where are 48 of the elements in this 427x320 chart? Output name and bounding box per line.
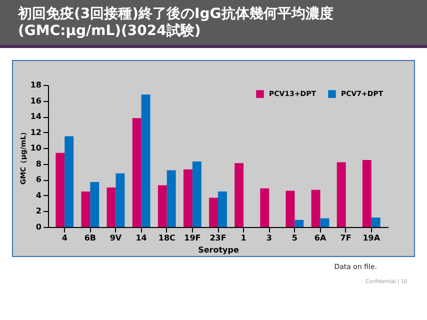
bar bbox=[286, 190, 295, 227]
bar bbox=[132, 118, 142, 227]
bar bbox=[336, 162, 346, 227]
bar bbox=[166, 170, 176, 227]
bar bbox=[56, 152, 65, 227]
bar bbox=[106, 188, 116, 227]
bar bbox=[90, 182, 100, 227]
bar bbox=[294, 220, 304, 227]
bar bbox=[64, 136, 74, 227]
bar bbox=[192, 162, 202, 227]
y-tick-label: 8 bbox=[36, 159, 42, 168]
x-tick-label: 6A bbox=[314, 234, 327, 242]
x-tick-label: 23F bbox=[210, 234, 226, 242]
y-tick-label: 2 bbox=[36, 206, 42, 216]
x-tick-label: 6B bbox=[84, 234, 96, 242]
x-tick-label: 7F bbox=[340, 234, 352, 242]
bar bbox=[362, 160, 372, 227]
bar bbox=[311, 190, 320, 227]
y-tick-label: 0 bbox=[36, 222, 42, 232]
x-tick-label: 19A bbox=[362, 234, 381, 242]
bar bbox=[158, 185, 167, 227]
y-tick-label: 4 bbox=[36, 190, 42, 200]
bar bbox=[141, 94, 150, 227]
x-tick-label: 19F bbox=[184, 234, 201, 242]
x-tick-label: 18C bbox=[158, 234, 176, 242]
bar bbox=[320, 218, 330, 227]
x-tick-label: 1 bbox=[240, 234, 247, 242]
bar bbox=[183, 169, 192, 227]
x-tick-label: 14 bbox=[136, 234, 148, 242]
x-tick-label: 4 bbox=[62, 234, 68, 242]
bar bbox=[218, 192, 227, 227]
bar bbox=[209, 198, 218, 227]
chart-title: 初回免疫(3回接種)終了後のIgG抗体幾何平均濃度 (GMC:μg/mL)(3024試験) bbox=[0, 0, 427, 48]
x-tick-label: 9V bbox=[110, 234, 122, 242]
bar bbox=[260, 188, 270, 227]
x-axis-title: Serotype bbox=[198, 246, 240, 254]
bar bbox=[116, 173, 125, 227]
bar bbox=[81, 192, 90, 227]
x-tick-label: 5 bbox=[292, 234, 298, 242]
bar bbox=[234, 163, 244, 227]
x-tick-label: 3 bbox=[266, 234, 272, 242]
y-tick-label: 16 bbox=[30, 96, 42, 106]
y-tick-label: 18 bbox=[30, 80, 42, 90]
bar bbox=[371, 218, 380, 227]
y-tick-label: 12 bbox=[30, 128, 42, 137]
y-tick-label: 6 bbox=[36, 175, 42, 184]
y-tick-label: 14 bbox=[30, 112, 42, 122]
y-tick-label: 10 bbox=[30, 144, 42, 153]
